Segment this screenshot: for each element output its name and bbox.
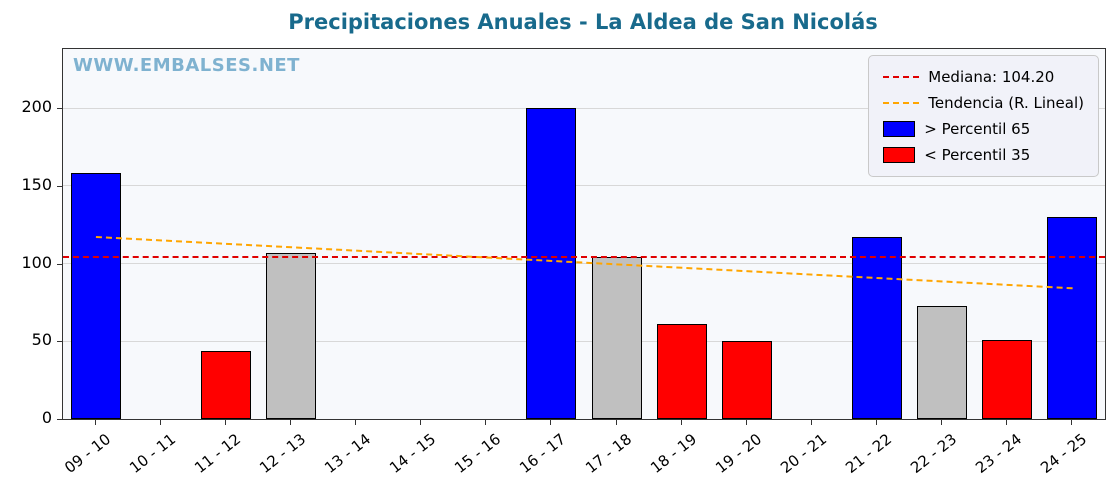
x-tick-mark	[550, 420, 552, 425]
bar-22-23	[917, 305, 968, 419]
legend-line-sample	[883, 102, 920, 104]
x-tick-mark	[1006, 420, 1008, 425]
gridline	[63, 185, 1105, 187]
legend-item: < Percentil 35	[881, 142, 1086, 168]
x-tick-label: 22 - 23	[907, 430, 961, 477]
gridline	[63, 263, 1105, 265]
x-tick-label: 10 - 11	[125, 430, 179, 477]
x-tick-mark	[94, 420, 96, 425]
x-tick-mark	[680, 420, 682, 425]
legend-item: > Percentil 65	[881, 116, 1086, 142]
bar-16-17	[526, 108, 577, 419]
x-tick-mark	[941, 420, 943, 425]
x-tick-mark	[876, 420, 878, 425]
legend-item: Mediana: 104.20	[881, 64, 1086, 90]
x-tick-mark	[224, 420, 226, 425]
x-tick-mark	[420, 420, 422, 425]
bar-17-18	[591, 257, 642, 419]
x-tick-mark	[289, 420, 291, 425]
legend-label: < Percentil 35	[924, 146, 1031, 164]
legend-label: Mediana: 104.20	[928, 68, 1055, 86]
x-tick-mark	[355, 420, 357, 425]
x-tick-label: 17 - 18	[581, 430, 635, 477]
x-tick-label: 19 - 20	[711, 430, 765, 477]
legend-line-sample	[883, 76, 920, 78]
bar-11-12	[200, 350, 251, 419]
median-line	[63, 256, 1105, 258]
x-tick-label: 23 - 24	[972, 430, 1026, 477]
x-tick-label: 14 - 15	[386, 430, 440, 477]
bar-21-22	[852, 237, 903, 419]
chart-title: Precipitaciones Anuales - La Aldea de Sa…	[288, 10, 878, 34]
x-tick-label: 16 - 17	[516, 430, 570, 477]
legend: Mediana: 104.20 Tendencia (R. Lineal) > Pe…	[868, 55, 1099, 177]
y-tick-label: 50	[31, 330, 52, 350]
bar-24-25	[1047, 216, 1098, 419]
x-tick-mark	[159, 420, 161, 425]
x-tick-label: 24 - 25	[1037, 430, 1091, 477]
legend-label: Tendencia (R. Lineal)	[928, 94, 1084, 112]
bar-12-13	[265, 252, 316, 419]
gridline	[63, 107, 1105, 109]
legend-patch-sample	[883, 121, 916, 137]
y-tick-label: 0	[41, 408, 52, 427]
bar-09-10	[70, 173, 121, 419]
bar-19-20	[721, 341, 772, 419]
gridline	[63, 340, 1105, 342]
y-tick-label: 200	[21, 97, 52, 117]
x-tick-mark	[745, 420, 747, 425]
x-tick-label: 21 - 22	[842, 430, 896, 477]
x-tick-mark	[485, 420, 487, 425]
watermark: WWW.EMBALSES.NET	[73, 55, 300, 76]
x-tick-label: 20 - 21	[777, 430, 831, 477]
x-tick-label: 15 - 16	[451, 430, 505, 477]
bar-23-24	[982, 339, 1033, 419]
bar-18-19	[656, 324, 707, 419]
legend-label: > Percentil 65	[924, 120, 1031, 138]
legend-item: Tendencia (R. Lineal)	[881, 90, 1086, 116]
x-tick-label: 12 - 13	[256, 430, 310, 477]
x-tick-label: 18 - 19	[646, 430, 700, 477]
x-tick-mark	[1071, 420, 1073, 425]
x-tick-mark	[810, 420, 812, 425]
x-tick-label: 09 - 10	[60, 430, 114, 477]
x-tick-label: 11 - 12	[190, 430, 244, 477]
legend-patch-sample	[883, 147, 916, 163]
plot-area: WWW.EMBALSES.NET Mediana: 104.20 Tendenci…	[62, 48, 1106, 420]
x-tick-label: 13 - 14	[321, 430, 375, 477]
x-tick-mark	[615, 420, 617, 425]
y-tick-label: 150	[21, 174, 52, 194]
y-tick-label: 100	[21, 252, 52, 272]
